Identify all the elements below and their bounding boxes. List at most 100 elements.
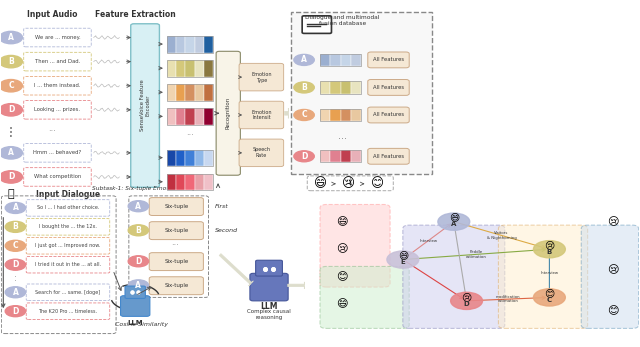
Bar <box>340 81 351 94</box>
Circle shape <box>438 213 470 230</box>
FancyBboxPatch shape <box>24 52 92 71</box>
FancyBboxPatch shape <box>239 101 284 129</box>
Text: 😢: 😢 <box>337 244 348 254</box>
Circle shape <box>294 54 314 66</box>
Bar <box>351 109 362 121</box>
Bar <box>167 109 176 125</box>
Text: All Features: All Features <box>373 85 404 90</box>
Bar <box>195 84 204 101</box>
Circle shape <box>534 289 565 306</box>
Circle shape <box>294 151 314 162</box>
Text: D: D <box>12 260 19 269</box>
FancyBboxPatch shape <box>368 52 409 68</box>
Text: D: D <box>301 152 307 161</box>
Circle shape <box>128 256 148 267</box>
Text: A: A <box>451 221 456 227</box>
Text: :: : <box>9 126 13 135</box>
Text: All Features: All Features <box>373 112 404 118</box>
Bar <box>340 109 351 121</box>
Text: I just got ... Improved now.: I just got ... Improved now. <box>35 243 100 248</box>
FancyBboxPatch shape <box>149 197 204 215</box>
Text: 😢: 😢 <box>342 177 355 190</box>
Bar <box>186 174 195 191</box>
Text: 😢: 😢 <box>461 292 472 302</box>
FancyBboxPatch shape <box>24 144 92 162</box>
FancyBboxPatch shape <box>291 12 431 174</box>
FancyBboxPatch shape <box>26 256 109 273</box>
Text: Looking ... prizes.: Looking ... prizes. <box>35 107 81 112</box>
Bar <box>176 174 186 191</box>
FancyBboxPatch shape <box>149 222 204 239</box>
Bar <box>351 150 362 162</box>
Circle shape <box>0 31 22 44</box>
FancyBboxPatch shape <box>250 273 288 301</box>
Bar <box>167 150 213 166</box>
Bar <box>195 36 204 53</box>
Text: ...: ... <box>338 130 347 141</box>
FancyBboxPatch shape <box>255 260 282 276</box>
Bar <box>167 174 176 191</box>
Bar <box>320 150 330 162</box>
Bar <box>330 150 340 162</box>
Bar <box>320 109 330 121</box>
Text: Peddle
estimation: Peddle estimation <box>466 250 486 259</box>
FancyBboxPatch shape <box>120 296 150 316</box>
Text: C: C <box>13 241 18 250</box>
Text: 📋: 📋 <box>8 189 14 199</box>
Text: :: : <box>14 274 17 283</box>
Text: What competition: What competition <box>34 175 81 179</box>
Bar <box>167 150 176 166</box>
Circle shape <box>387 251 419 268</box>
Text: 😄: 😄 <box>398 251 408 261</box>
Text: 😢: 😢 <box>607 265 619 275</box>
Text: C: C <box>8 81 13 90</box>
FancyBboxPatch shape <box>149 277 204 295</box>
FancyBboxPatch shape <box>499 225 588 328</box>
Bar <box>186 84 195 101</box>
Text: A: A <box>12 288 19 297</box>
FancyBboxPatch shape <box>403 225 505 328</box>
Bar <box>167 84 213 101</box>
Text: Emotion
Intensit: Emotion Intensit <box>251 110 271 120</box>
Text: D: D <box>464 301 469 307</box>
Text: All Features: All Features <box>373 154 404 159</box>
Text: A: A <box>301 56 307 65</box>
Bar <box>167 60 176 77</box>
Bar <box>167 60 213 77</box>
Text: A: A <box>8 149 14 157</box>
Bar <box>320 81 330 94</box>
Text: Subtask-1: Six-tuple Emotion Analysis: Subtask-1: Six-tuple Emotion Analysis <box>92 186 204 192</box>
Bar <box>176 150 186 166</box>
Circle shape <box>5 221 26 232</box>
Bar <box>204 174 213 191</box>
Text: Interview: Interview <box>419 239 437 243</box>
Text: E: E <box>401 259 405 265</box>
Bar <box>320 54 330 66</box>
Text: First: First <box>215 204 228 209</box>
Circle shape <box>0 171 22 183</box>
Text: 😊: 😊 <box>545 288 554 298</box>
Text: A: A <box>136 202 141 211</box>
FancyBboxPatch shape <box>26 284 109 301</box>
FancyBboxPatch shape <box>26 219 109 235</box>
Text: C: C <box>547 297 552 303</box>
Text: Dialogue and multimodal
fusion database: Dialogue and multimodal fusion database <box>305 15 380 26</box>
Bar <box>204 109 213 125</box>
Text: LLM: LLM <box>127 320 143 326</box>
Bar <box>320 54 362 66</box>
Text: Feature Extraction: Feature Extraction <box>95 10 175 19</box>
Bar <box>330 109 340 121</box>
Text: D: D <box>135 257 141 266</box>
FancyBboxPatch shape <box>125 286 145 298</box>
Bar <box>176 109 186 125</box>
Text: 😊: 😊 <box>371 177 384 190</box>
Bar <box>167 36 213 53</box>
Text: 😢: 😢 <box>545 240 554 250</box>
Text: modification
estimation: modification estimation <box>495 295 520 303</box>
Circle shape <box>0 56 22 68</box>
FancyBboxPatch shape <box>149 253 204 271</box>
Bar <box>340 150 351 162</box>
Circle shape <box>5 240 26 251</box>
Bar <box>320 81 362 94</box>
Bar <box>167 84 176 101</box>
